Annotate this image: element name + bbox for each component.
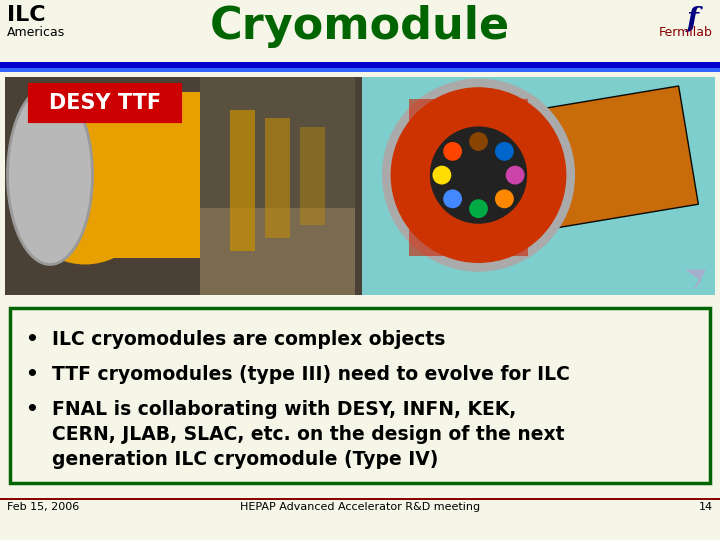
Circle shape (444, 143, 462, 160)
Circle shape (444, 190, 462, 207)
Text: CERN, JLAB, SLAC, etc. on the design of the next: CERN, JLAB, SLAC, etc. on the design of … (52, 425, 564, 444)
Circle shape (433, 166, 451, 184)
Bar (408, 99, 528, 256)
Circle shape (469, 200, 487, 218)
Circle shape (431, 127, 526, 223)
Bar (0, 68, 720, 72)
Bar (362, 77, 715, 295)
Text: 14: 14 (699, 502, 713, 512)
Bar (0, 62, 720, 68)
Bar (85, 92, 305, 258)
Text: generation ILC cryomodule (Type IV): generation ILC cryomodule (Type IV) (52, 450, 438, 469)
FancyArrow shape (499, 86, 698, 234)
Bar (0, 498, 720, 500)
Text: TTF cryomodules (type III) need to evolve for ILC: TTF cryomodules (type III) need to evolv… (52, 365, 570, 384)
Bar (200, 77, 355, 208)
Text: Cryomodule: Cryomodule (210, 5, 510, 48)
Text: •: • (26, 330, 38, 349)
Text: ILC: ILC (7, 5, 45, 25)
Bar (300, 127, 325, 225)
Bar (265, 118, 290, 238)
Text: Fermilab: Fermilab (659, 26, 713, 39)
FancyBboxPatch shape (10, 308, 710, 483)
Circle shape (469, 133, 487, 150)
Text: DESY TTF: DESY TTF (49, 93, 161, 113)
Bar (200, 208, 355, 295)
Circle shape (495, 190, 513, 207)
Text: •: • (26, 400, 38, 419)
Ellipse shape (7, 86, 92, 265)
Ellipse shape (7, 86, 163, 265)
Text: f: f (687, 6, 699, 33)
FancyBboxPatch shape (30, 85, 180, 121)
Text: FNAL is collaborating with DESY, INFN, KEK,: FNAL is collaborating with DESY, INFN, K… (52, 400, 516, 419)
Circle shape (391, 88, 566, 262)
Bar (230, 110, 255, 252)
Circle shape (506, 166, 524, 184)
Text: •: • (26, 365, 38, 384)
Bar (5, 77, 362, 295)
Text: Americas: Americas (7, 26, 66, 39)
Text: HEPAP Advanced Accelerator R&D meeting: HEPAP Advanced Accelerator R&D meeting (240, 502, 480, 512)
Circle shape (495, 143, 513, 160)
Text: ILC cryomodules are complex objects: ILC cryomodules are complex objects (52, 330, 446, 349)
Polygon shape (687, 270, 705, 288)
Circle shape (382, 79, 575, 271)
Text: Feb 15, 2006: Feb 15, 2006 (7, 502, 79, 512)
